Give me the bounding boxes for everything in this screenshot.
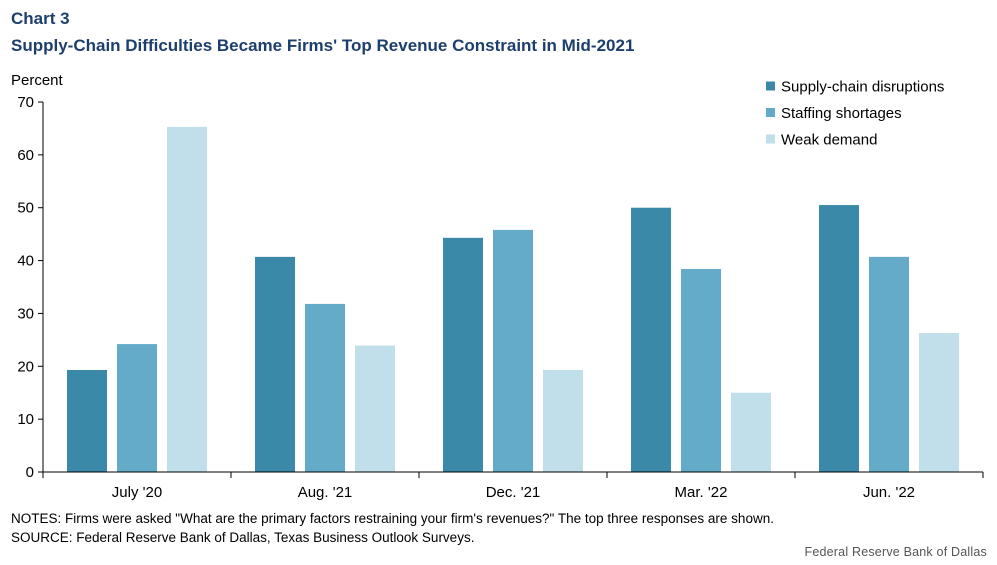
y-axis: 0 10 20 30 40 50 60 70 — [17, 94, 44, 481]
legend-swatch — [766, 81, 775, 91]
y-tick-label: 10 — [17, 411, 34, 428]
bar — [355, 345, 395, 472]
y-tick-label: 40 — [17, 253, 34, 270]
bar — [67, 369, 107, 472]
bar — [167, 126, 207, 472]
bar — [819, 205, 859, 473]
bar — [117, 344, 157, 472]
chart-title: Supply-Chain Difficulties Became Firms' … — [11, 36, 635, 55]
bar — [255, 256, 295, 472]
y-tick-label: 50 — [17, 200, 34, 217]
notes-text: NOTES: Firms were asked "What are the pr… — [11, 511, 774, 526]
bar — [869, 256, 909, 472]
credit-text: Federal Reserve Bank of Dallas — [804, 545, 987, 559]
legend-swatch — [766, 108, 775, 117]
y-axis-label: Percent — [11, 72, 64, 89]
bar — [543, 369, 583, 472]
y-tick-label: 20 — [17, 358, 34, 375]
legend-label: Staffing shortages — [781, 105, 902, 122]
x-tick-label: Jun. '22 — [863, 484, 915, 501]
legend: Supply-chain disruptions Staffing shortag… — [766, 79, 944, 149]
x-axis: July '20 Aug. '21 Dec. '21 Mar. '22 Jun. '22 — [42, 471, 984, 501]
bar — [443, 237, 483, 472]
bar — [631, 207, 671, 472]
x-tick-label: July '20 — [112, 484, 162, 501]
bars — [67, 126, 959, 473]
bar — [493, 229, 533, 472]
bar — [919, 332, 959, 472]
chart-label: Chart 3 — [11, 9, 70, 28]
source-text: SOURCE: Federal Reserve Bank of Dallas, … — [11, 530, 475, 545]
y-tick-label: 30 — [17, 305, 34, 322]
footnotes: NOTES: Firms were asked "What are the pr… — [11, 509, 774, 547]
bar — [681, 269, 721, 472]
legend-swatch — [766, 134, 775, 144]
x-tick-label: Aug. '21 — [298, 484, 353, 501]
x-tick-label: Dec. '21 — [486, 484, 541, 501]
x-tick-label: Mar. '22 — [675, 484, 728, 501]
y-tick-label: 70 — [17, 94, 34, 111]
y-tick-label: 60 — [17, 147, 34, 164]
bar — [305, 303, 345, 472]
legend-label: Weak demand — [781, 132, 877, 149]
y-tick-label: 0 — [26, 464, 34, 481]
legend-label: Supply-chain disruptions — [781, 79, 944, 96]
bar — [731, 392, 771, 472]
